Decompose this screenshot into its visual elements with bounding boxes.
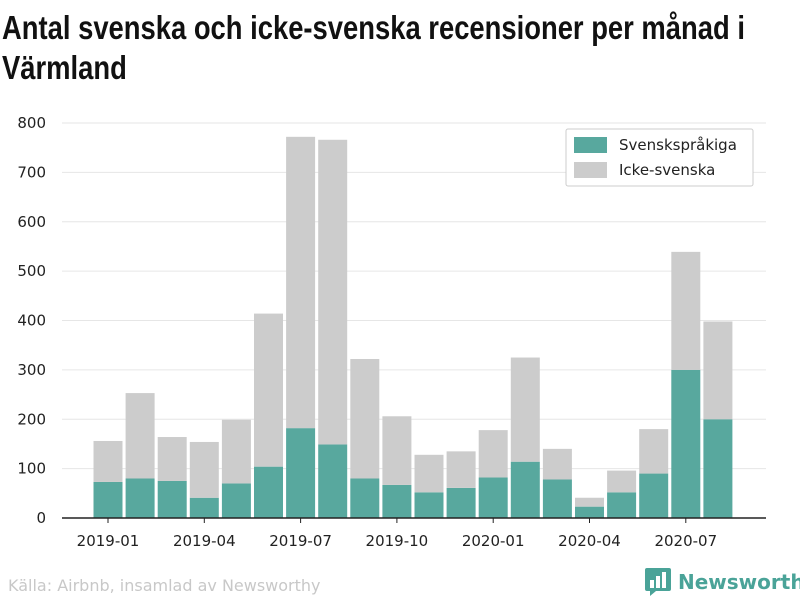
bar-other — [575, 497, 604, 507]
bar-swedish — [478, 477, 508, 518]
bar-swedish — [221, 483, 251, 518]
brand-name: Newsworthy — [678, 570, 800, 594]
x-tick-label: 2019-01 — [77, 532, 140, 550]
bar-other — [189, 441, 219, 498]
bar-swedish — [575, 506, 604, 518]
legend-box — [565, 128, 754, 187]
y-tick-label: 400 — [17, 312, 46, 330]
bar-other — [446, 451, 476, 488]
bar-swedish — [286, 428, 316, 518]
y-tick-label: 700 — [17, 163, 46, 181]
bar-swedish — [254, 466, 283, 518]
bar-swedish — [703, 419, 733, 518]
legend-swatch-other — [574, 162, 607, 178]
x-axis: 2019-01 2019-04 2019-07 2019-10 2020-01 2020-… — [77, 518, 717, 550]
y-tick-label: 0 — [36, 509, 46, 527]
bar-other — [382, 416, 412, 485]
bar-other — [703, 321, 733, 420]
bar-swedish — [125, 478, 155, 518]
y-tick-label: 600 — [17, 213, 46, 231]
bar-swedish — [157, 480, 187, 518]
y-tick-label: 100 — [17, 460, 46, 478]
x-tick-label: 2019-10 — [366, 532, 429, 550]
chart-title: Antal svenska och icke-svenska recension… — [2, 9, 745, 86]
bar-other — [221, 419, 251, 484]
bar-other — [510, 357, 540, 462]
legend-swatch-swedish — [574, 137, 607, 153]
y-tick-label: 800 — [17, 114, 46, 132]
bars — [93, 136, 733, 518]
bar-other — [542, 448, 572, 480]
bar-swedish — [350, 478, 380, 518]
bar-other — [318, 139, 348, 445]
bar-swedish — [510, 461, 540, 518]
y-tick-label: 500 — [17, 262, 46, 280]
source-note: Källa: Airbnb, insamlad av Newsworthy — [8, 576, 321, 595]
bar-other — [350, 359, 380, 479]
bar-swedish — [93, 481, 123, 518]
legend: Svenskspråkiga Icke-svenska — [565, 128, 754, 187]
bar-swedish — [446, 487, 476, 518]
bar-swedish — [607, 492, 637, 518]
y-tick-label: 300 — [17, 361, 46, 379]
bar-other — [671, 251, 701, 370]
x-tick-label: 2019-07 — [269, 532, 332, 550]
bar-other — [414, 454, 444, 493]
bar-swedish — [414, 492, 444, 518]
legend-label-other: Icke-svenska — [619, 161, 715, 179]
bar-other — [286, 136, 316, 429]
bar-other — [254, 313, 283, 467]
bar-other — [639, 429, 669, 474]
bar-other — [478, 430, 508, 478]
brand-logo: Newsworthy — [644, 566, 800, 598]
bar-swedish — [639, 473, 669, 518]
bar-other — [93, 440, 123, 482]
y-tick-label: 200 — [17, 410, 46, 428]
bar-swedish — [189, 497, 219, 518]
x-tick-label: 2020-07 — [654, 532, 717, 550]
bar-swedish — [382, 484, 412, 518]
x-tick-label: 2019-04 — [173, 532, 236, 550]
bar-other — [157, 437, 187, 481]
x-tick-label: 2020-04 — [558, 532, 621, 550]
bar-swedish — [542, 479, 572, 518]
y-axis: 0 100 200 300 400 500 600 700 800 — [17, 114, 46, 527]
bar-other — [125, 393, 155, 479]
bar-swedish — [318, 444, 348, 518]
x-tick-label: 2020-01 — [462, 532, 525, 550]
legend-label-swedish: Svenskspråkiga — [619, 136, 737, 154]
bar-swedish — [671, 369, 701, 518]
bar-other — [607, 470, 637, 493]
newsworthy-logo-icon — [645, 568, 671, 596]
